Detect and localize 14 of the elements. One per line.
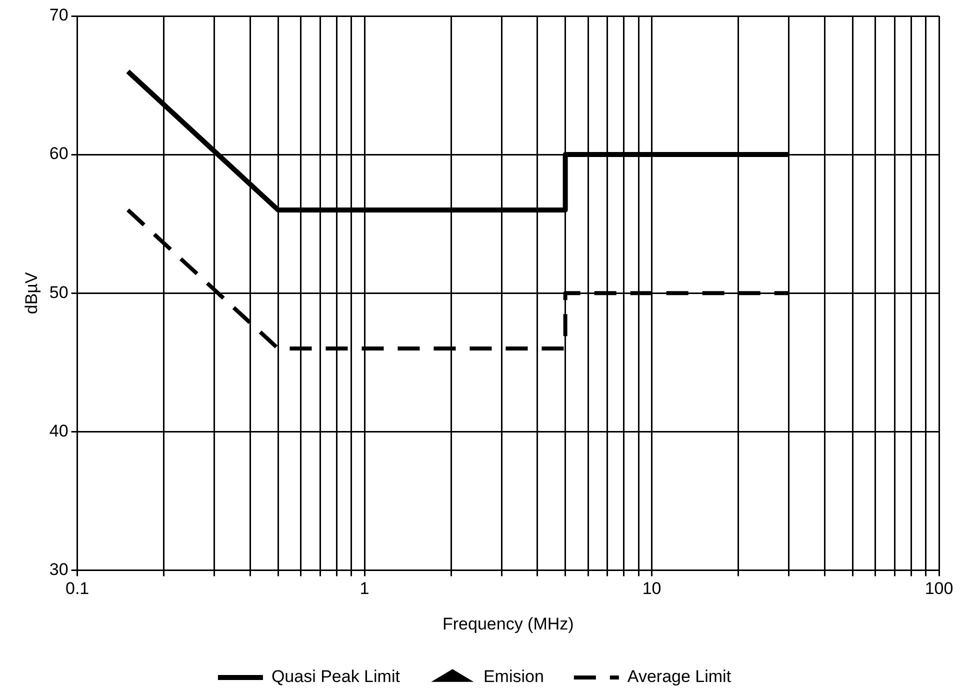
x-tick-label: 100 bbox=[924, 579, 954, 598]
x-tick-label: 10 bbox=[642, 579, 662, 598]
y-tick-label: 70 bbox=[49, 6, 68, 25]
y-tick-label: 30 bbox=[49, 560, 68, 579]
legend-label: Average Limit bbox=[627, 667, 732, 686]
x-tick-label: 1 bbox=[360, 579, 370, 598]
x-tick-label: 0.1 bbox=[65, 579, 90, 598]
y-tick-label: 50 bbox=[49, 282, 68, 302]
x-axis-title: Frequency (MHz) bbox=[442, 614, 574, 634]
y-tick-label: 60 bbox=[49, 144, 68, 164]
y-tick-label: 40 bbox=[49, 421, 68, 440]
legend-label: Emision bbox=[483, 667, 544, 686]
legend-label: Quasi Peak Limit bbox=[271, 667, 400, 686]
y-axis-title: dBµV bbox=[22, 271, 41, 314]
